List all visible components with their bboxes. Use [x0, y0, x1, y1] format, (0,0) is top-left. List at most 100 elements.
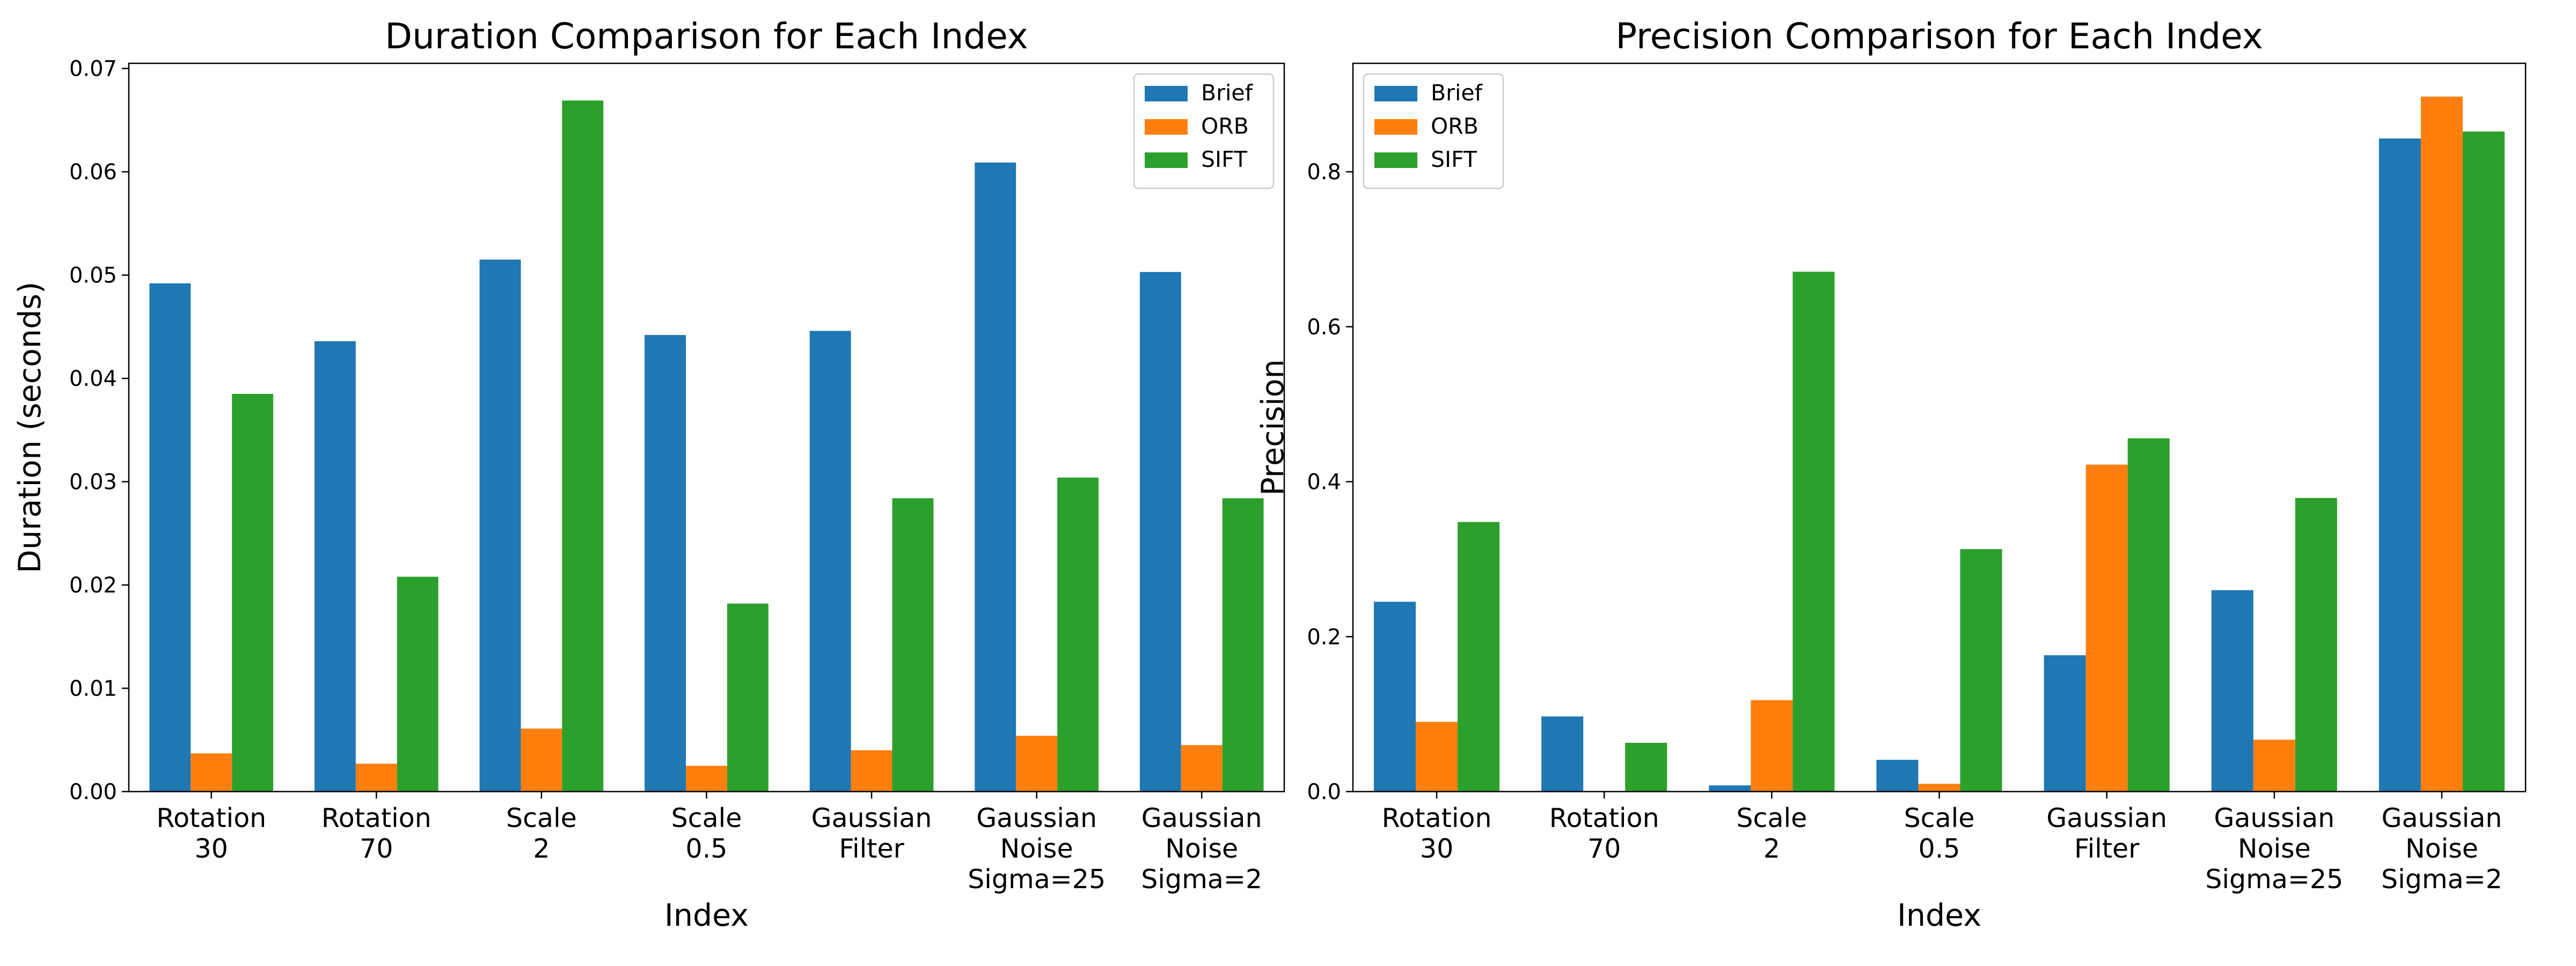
- x-tick-label-line: Gaussian: [811, 803, 932, 833]
- plot-frame: [1352, 62, 2527, 793]
- x-tick-label-line: Sigma=2: [2381, 864, 2502, 895]
- bar-orb-2: [1751, 700, 1793, 792]
- bar-orb-4: [851, 750, 892, 792]
- x-tick-label: Rotation 30: [1382, 803, 1492, 864]
- legend: Brief ORB SIFT: [1363, 73, 1504, 189]
- y-tick-label: 0.0: [1307, 780, 1341, 804]
- bar-sift-2: [1792, 272, 1835, 792]
- bar-sift-3: [727, 603, 769, 792]
- y-tick-label: 0.4: [1307, 470, 1341, 495]
- y-axis-label: Precision: [1255, 359, 1291, 495]
- x-tick-label-line: Scale: [506, 803, 577, 833]
- bar-orb-1: [355, 764, 397, 792]
- bar-sift-6: [1222, 498, 1264, 792]
- legend-label-orb: ORB: [1431, 113, 1479, 139]
- x-tick-label-line: Sigma=25: [968, 864, 1106, 895]
- y-tick-label: 0.00: [69, 780, 117, 804]
- chart-title: Duration Comparison for Each Index: [385, 16, 1028, 57]
- x-axis-label: Index: [1897, 898, 1981, 933]
- x-tick-label-line: Rotation: [1549, 803, 1659, 833]
- y-tick-label: 0.01: [69, 677, 117, 701]
- bar-sift-4: [892, 498, 934, 792]
- bar-sift-2: [562, 100, 604, 792]
- legend-swatch-orb: [1374, 119, 1417, 135]
- x-tick-label-line: Noise: [1000, 833, 1073, 864]
- y-tick-label: 0.02: [69, 573, 117, 598]
- legend-swatch-sift: [1374, 152, 1417, 168]
- x-tick-label: Gaussian Noise Sigma=25: [2205, 803, 2343, 895]
- bar-sift-1: [1625, 743, 1667, 792]
- chart-title: Precision Comparison for Each Index: [1615, 16, 2263, 57]
- bar-brief-6: [1139, 272, 1181, 792]
- x-tick-label-line: Gaussian: [2046, 803, 2167, 833]
- bar-brief-2: [1709, 785, 1751, 792]
- legend-swatch-orb: [1145, 119, 1188, 135]
- bar-brief-5: [2211, 590, 2253, 792]
- x-tick-label-line: Rotation: [321, 803, 431, 833]
- x-tick-label: Scale 2: [1736, 803, 1807, 864]
- y-tick-label: 0.07: [69, 57, 117, 82]
- bar-brief-4: [2044, 655, 2086, 792]
- x-tick-label-line: Sigma=25: [2205, 864, 2343, 895]
- x-tick-label-line: 70: [1587, 833, 1621, 864]
- x-tick-label-line: 70: [360, 833, 393, 864]
- legend-swatch-brief: [1374, 86, 1417, 101]
- plot-frame: [128, 62, 1285, 793]
- bar-brief-4: [809, 331, 851, 792]
- bar-brief-3: [645, 335, 686, 792]
- bar-brief-1: [1541, 716, 1584, 792]
- x-tick-label: Gaussian Noise Sigma=25: [968, 803, 1106, 895]
- bar-orb-0: [191, 753, 232, 792]
- bar-orb-4: [2085, 464, 2128, 792]
- x-tick-label: Rotation 70: [1549, 803, 1659, 864]
- y-tick-label: 0.6: [1307, 315, 1341, 340]
- x-tick-label-line: Rotation: [1382, 803, 1492, 833]
- x-tick-label: Gaussian Noise Sigma=2: [2381, 803, 2502, 895]
- x-tick-label-line: 30: [1420, 833, 1453, 864]
- bar-sift-1: [397, 576, 438, 792]
- bar-orb-6: [2420, 97, 2463, 792]
- bar-brief-2: [479, 259, 521, 792]
- x-tick-label-line: Scale: [671, 803, 742, 833]
- bar-sift-4: [2127, 438, 2170, 792]
- y-axis-label: Duration (seconds): [12, 282, 48, 573]
- legend-label-sift: SIFT: [1431, 147, 1477, 172]
- x-tick-label-line: Gaussian: [2214, 803, 2334, 833]
- x-tick-label-line: Gaussian: [976, 803, 1097, 833]
- legend-label-sift: SIFT: [1201, 147, 1248, 172]
- legend-label-brief: Brief: [1431, 80, 1483, 106]
- duration-chart: 0.00 0.01 0.02 0.03 0.04 0.05 0.06 0.07 Rotation…: [12, 16, 1285, 933]
- y-tick-label: 0.8: [1307, 160, 1341, 185]
- legend-swatch-brief: [1145, 86, 1188, 101]
- x-tick-label-line: Scale: [1736, 803, 1807, 833]
- x-tick-label: Rotation 30: [156, 803, 266, 864]
- x-axis-label: Index: [664, 898, 749, 933]
- x-tick-label-line: 0.5: [1919, 833, 1960, 864]
- legend: Brief ORB SIFT: [1133, 73, 1275, 189]
- y-tick-label: 0.03: [69, 470, 117, 495]
- y-tick-label: 0.06: [69, 160, 117, 185]
- x-tick-label-line: Filter: [2074, 833, 2140, 864]
- bar-sift-0: [232, 393, 274, 792]
- x-tick-label: Scale 2: [506, 803, 577, 864]
- x-tick-label-line: Sigma=2: [1141, 864, 1262, 895]
- x-tick-label-line: 30: [195, 833, 228, 864]
- x-tick-label: Gaussian Filter: [811, 803, 932, 864]
- legend-label-brief: Brief: [1201, 80, 1254, 106]
- legend-swatch-sift: [1145, 152, 1188, 168]
- bar-orb-6: [1181, 745, 1223, 792]
- bar-orb-3: [1918, 784, 1960, 792]
- bar-brief-1: [314, 341, 356, 792]
- bar-brief-0: [1374, 602, 1416, 792]
- bar-orb-3: [686, 765, 727, 792]
- bar-brief-5: [975, 162, 1016, 792]
- bar-orb-5: [1016, 736, 1058, 792]
- x-tick-label-line: Noise: [1165, 833, 1238, 864]
- legend-label-orb: ORB: [1201, 113, 1249, 139]
- bar-sift-0: [1458, 522, 1500, 792]
- x-tick-label-line: Gaussian: [2382, 803, 2502, 833]
- x-tick-label-line: Gaussian: [1141, 803, 1262, 833]
- bar-sift-6: [2462, 131, 2505, 792]
- x-tick-label-line: 2: [533, 833, 550, 864]
